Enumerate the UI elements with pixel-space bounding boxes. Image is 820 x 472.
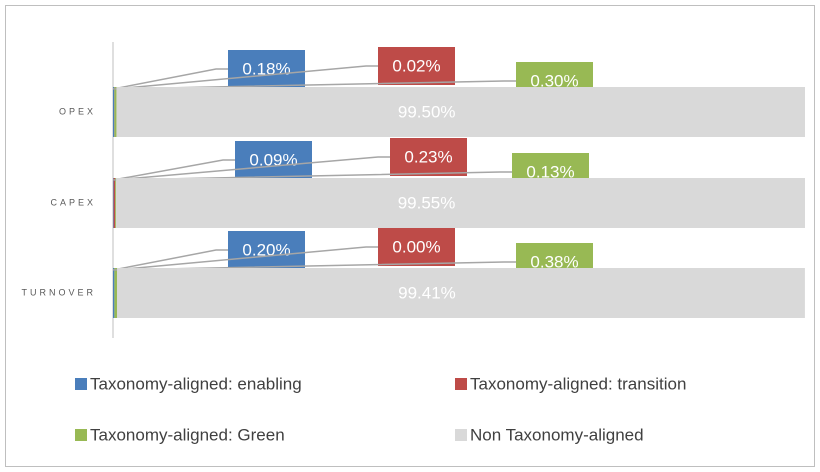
- label-box: [378, 47, 455, 85]
- bar-segment: [117, 268, 805, 318]
- data-label: 99.55%: [398, 193, 456, 212]
- data-label: 0.02%: [392, 56, 440, 75]
- data-label: 0.30%: [530, 71, 578, 90]
- leader-line: [112, 249, 228, 271]
- bar-segment: [113, 178, 114, 228]
- leader-line: [114, 65, 378, 90]
- category-label: OPEX: [59, 106, 96, 116]
- leader-line: [114, 80, 516, 90]
- leader-line: [112, 68, 228, 90]
- leader-line: [114, 246, 378, 271]
- legend-label: Taxonomy-aligned: transition: [470, 374, 686, 393]
- bar-segment: [114, 87, 117, 137]
- legend-label: Taxonomy-aligned: enabling: [90, 374, 302, 393]
- data-label: 99.41%: [398, 283, 456, 302]
- legend-swatch: [75, 429, 87, 441]
- data-label: 99.50%: [398, 102, 456, 121]
- bar-segment: [114, 268, 118, 318]
- label-box: [228, 50, 305, 88]
- bar-segment: [116, 87, 805, 137]
- category-label: TURNOVER: [21, 287, 96, 297]
- label-box: [390, 138, 467, 176]
- legend-label: Non Taxonomy-aligned: [470, 425, 644, 444]
- legend-label: Taxonomy-aligned: Green: [90, 425, 285, 444]
- data-label: 0.23%: [404, 147, 452, 166]
- legend-swatch: [75, 378, 87, 390]
- leader-line: [115, 171, 512, 181]
- data-label: 0.38%: [530, 252, 578, 271]
- label-box: [228, 231, 305, 269]
- data-label: 0.13%: [526, 162, 574, 181]
- leader-line: [114, 261, 516, 271]
- bar-segment: [116, 178, 805, 228]
- bar-segment: [115, 178, 117, 228]
- category-label: CAPEX: [50, 197, 96, 207]
- label-box: [378, 228, 455, 266]
- legend-swatch: [455, 378, 467, 390]
- data-label: 0.00%: [392, 237, 440, 256]
- leader-line: [113, 156, 390, 181]
- bar-segment: [113, 268, 115, 318]
- label-box: [235, 141, 312, 179]
- leader-line: [112, 159, 235, 181]
- bar-segment: [113, 178, 116, 228]
- bar-segment: [113, 87, 115, 137]
- legend-swatch: [455, 429, 467, 441]
